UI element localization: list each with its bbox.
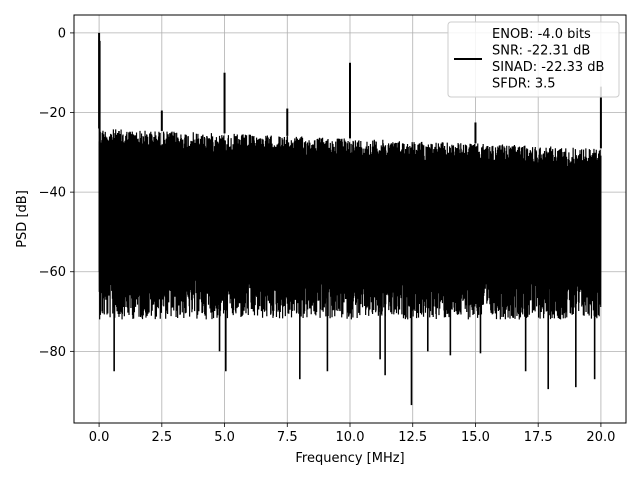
plot-area — [98, 32, 602, 406]
legend-line-sinad: SINAD: -22.33 dB — [492, 60, 604, 75]
x-axis-label: Frequency [MHz] — [295, 451, 404, 466]
y-tick-label: −80 — [39, 345, 66, 360]
y-tick-label: −20 — [39, 106, 66, 121]
x-tick-label: 5.0 — [214, 430, 235, 445]
y-tick-label: −60 — [39, 265, 66, 280]
y-axis-label: PSD [dB] — [15, 190, 30, 248]
x-tick-label: 17.5 — [524, 430, 553, 445]
y-tick-label: −40 — [39, 186, 66, 201]
ticks: 0.0 2.5 5.0 7.5 10.0 12.5 15.0 17.5 20.0 0 −20 −40 −… — [39, 26, 616, 445]
legend-line-enob: ENOB: -4.0 bits — [492, 27, 591, 42]
legend-line-sfdr: SFDR: 3.5 — [492, 77, 556, 92]
x-tick-label: 0.0 — [89, 430, 110, 445]
psd-noise-trace — [98, 129, 602, 320]
x-tick-label: 12.5 — [398, 430, 427, 445]
x-tick-label: 20.0 — [586, 430, 615, 445]
legend: ENOB: -4.0 bits SNR: -22.31 dB SINAD: -2… — [447, 21, 620, 98]
y-tick-label: 0 — [58, 26, 66, 41]
legend-box — [447, 21, 620, 98]
legend-line-snr: SNR: -22.31 dB — [492, 44, 590, 59]
x-tick-label: 7.5 — [277, 430, 298, 445]
x-tick-label: 15.0 — [461, 430, 490, 445]
x-tick-label: 10.0 — [336, 430, 365, 445]
x-tick-label: 2.5 — [151, 430, 172, 445]
